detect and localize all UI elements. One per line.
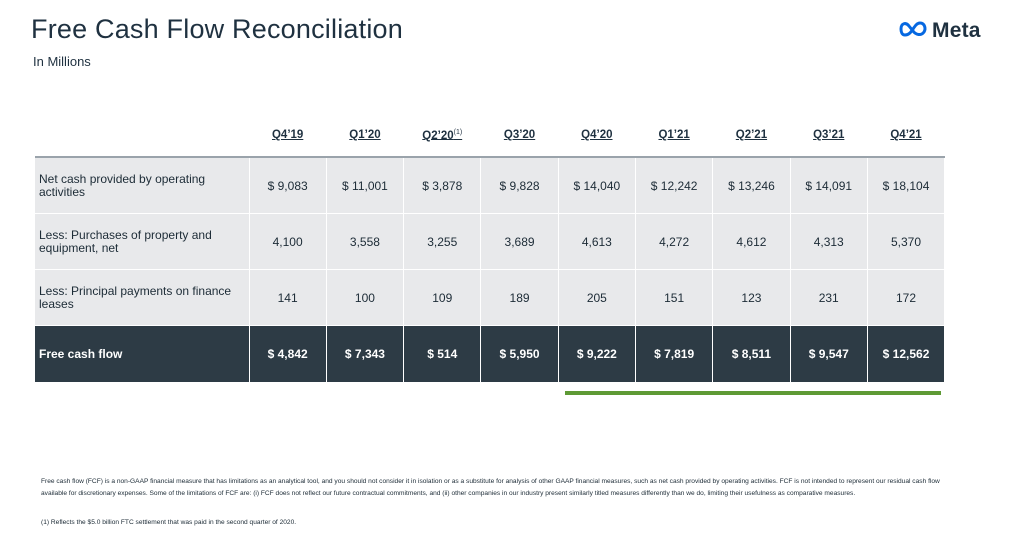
table-cell: $ 13,246 [712,157,791,214]
table-cell: 3,689 [480,213,559,270]
table-cell: 100 [326,269,405,326]
table-cell: 4,613 [558,213,636,270]
meta-logo-text: Meta [932,19,981,42]
table-cell: 205 [558,269,636,326]
total-cell: $ 5,950 [480,325,559,383]
table-cell: $ 9,828 [480,157,559,214]
column-header: Q1’20 [326,114,404,158]
table-cell: 4,100 [249,213,327,270]
total-row: Free cash flow $ 4,842 $ 7,343 $ 514 $ 5… [35,325,946,383]
table-cell: 189 [480,269,559,326]
table-cell: 151 [635,269,714,326]
table-cell: 123 [712,269,791,326]
highlight-underline-bar [565,391,941,395]
column-header: Q1’21 [635,114,713,158]
table-cell: $ 14,091 [790,157,868,214]
table-row: Less: Principal payments on finance leas… [35,269,946,326]
table-cell: $ 14,040 [558,157,636,214]
total-row-label: Free cash flow [35,325,250,383]
column-header: Q2’21 [712,114,791,158]
column-header: Q3’20 [480,114,559,158]
table-cell: 4,272 [635,213,714,270]
table-cell: 3,255 [403,213,482,270]
table-cell: $ 3,878 [403,157,482,214]
total-cell: $ 4,842 [249,325,327,383]
table-cell: $ 11,001 [326,157,405,214]
page-title: Free Cash Flow Reconciliation [31,14,403,44]
column-header: Q2’20(1) [403,114,481,158]
table-cell: 4,313 [790,213,868,270]
total-cell: $ 9,222 [558,325,636,383]
column-header: Q4’19 [249,114,327,158]
table-header-row: Q4’19 Q1’20 Q2’20(1) Q3’20 Q4’20 Q1’21 Q… [35,114,945,158]
meta-infinity-logo-icon [898,20,928,43]
table-cell: 5,370 [867,213,946,270]
table-cell: 3,558 [326,213,405,270]
ftc-settlement-footnote: (1) Reflects the $5.0 billion FTC settle… [41,519,297,526]
table-cell: $ 12,242 [635,157,714,214]
total-cell: $ 12,562 [867,325,946,383]
column-header: Q4’20 [558,114,636,158]
footnote-marker: (1) [453,128,463,136]
row-label: Less: Principal payments on finance leas… [35,269,250,326]
table-cell: $ 18,104 [867,157,946,214]
page-subtitle: In Millions [33,54,91,69]
column-header: Q4’21 [867,114,945,158]
column-header: Q3’21 [790,114,868,158]
fcf-disclaimer-footnote: Free cash flow (FCF) is a non-GAAP finan… [41,478,940,497]
table-cell: 4,612 [712,213,791,270]
total-cell: $ 7,343 [326,325,405,383]
meta-logo: Meta [898,19,981,43]
table-cell: $ 9,083 [249,157,327,214]
table-cell: 172 [867,269,946,326]
total-cell: $ 7,819 [635,325,714,383]
fcf-reconciliation-table: Q4’19 Q1’20 Q2’20(1) Q3’20 Q4’20 Q1’21 Q… [35,114,946,383]
row-label: Net cash provided by operating activitie… [35,157,250,214]
table-cell: 141 [249,269,327,326]
header-label-cell [35,114,249,158]
table-cell: 109 [403,269,482,326]
total-cell: $ 8,511 [712,325,791,383]
row-label: Less: Purchases of property and equipmen… [35,213,250,270]
table-row: Net cash provided by operating activitie… [35,157,946,214]
table-row: Less: Purchases of property and equipmen… [35,213,946,270]
table-cell: 231 [790,269,868,326]
total-cell: $ 9,547 [790,325,868,383]
total-cell: $ 514 [403,325,482,383]
